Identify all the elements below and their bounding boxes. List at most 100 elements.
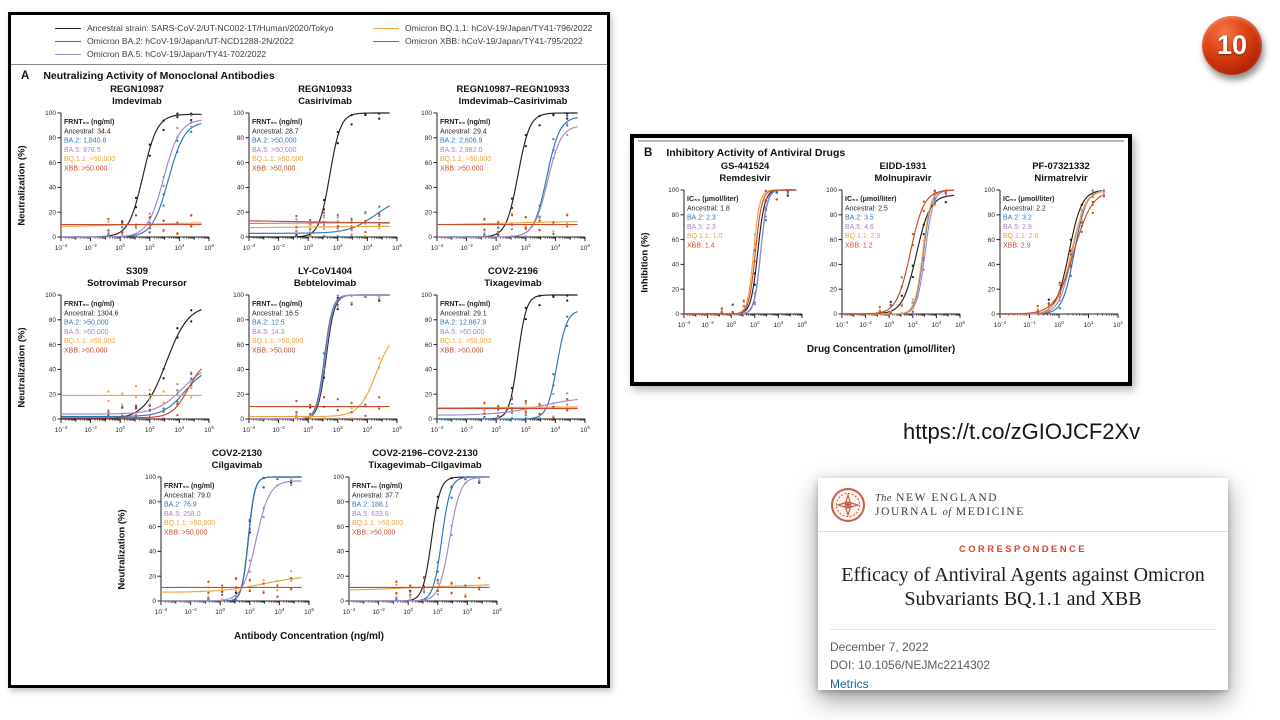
masthead-new-england: NEW ENGLAND (896, 491, 999, 504)
subplot-title: LY-CoV1404 Bebtelovimab (293, 266, 357, 289)
svg-text:102: 102 (245, 607, 255, 616)
svg-text:100: 100 (491, 425, 501, 434)
svg-text:10−2: 10−2 (372, 607, 385, 616)
svg-text:XBB: >50,000: XBB: >50,000 (252, 348, 296, 355)
svg-text:40: 40 (988, 262, 996, 269)
svg-text:10−2: 10−2 (460, 243, 473, 252)
dose-response-chart: 0 20 40 60 80 100 10−2 10−1 100 101 102 IC₅₀ (μmol/… (984, 187, 1123, 329)
svg-text:XBB: 1.4: XBB: 1.4 (687, 243, 715, 250)
svg-text:10−4: 10−4 (55, 425, 68, 434)
svg-text:BQ.1.1: >50,000: BQ.1.1: >50,000 (164, 520, 215, 527)
svg-text:0: 0 (428, 234, 432, 241)
svg-text:60: 60 (49, 160, 57, 167)
svg-text:BQ.1.1: >50,000: BQ.1.1: >50,000 (64, 338, 115, 345)
dose-response-chart: 0 20 40 60 80 100 10−4 10−2 100 102 104 106 FRNT₅₀ (… (333, 474, 502, 616)
svg-text:100: 100 (491, 243, 501, 252)
subplot-title: S309 Sotrovimab Precursor (87, 266, 187, 289)
svg-text:BQ.1.1: >50,000: BQ.1.1: >50,000 (440, 338, 491, 345)
svg-text:80: 80 (49, 317, 57, 324)
svg-text:BA.5: 258.0: BA.5: 258.0 (164, 511, 201, 518)
dose-response-chart: 0 20 40 60 80 100 10−4 10−2 100 102 104 106 IC₅₀ (μm… (668, 187, 807, 329)
yaxis-label: Neutralization (%) (113, 473, 131, 625)
svg-text:60: 60 (672, 237, 680, 244)
panel-a-header: A Neutralizing Activity of Monoclonal An… (11, 65, 607, 84)
svg-text:20: 20 (830, 286, 838, 293)
subplot-ly-cov1404: LY-CoV1404 Bebtelovimab 0 20 40 60 80 100 10−4 10… (219, 266, 407, 448)
short-link-text[interactable]: https://t.co/zGIOJCF2Xv (903, 419, 1141, 444)
svg-text:80: 80 (672, 212, 680, 219)
dose-response-chart: 0 20 40 60 80 100 10−4 10−2 100 102 104 106 FRNT₅₀ (… (233, 292, 402, 434)
svg-text:100: 100 (421, 292, 432, 299)
panel-a-label: A (21, 70, 30, 82)
svg-text:100: 100 (984, 187, 995, 194)
svg-text:106: 106 (204, 243, 214, 252)
subplot-cov2-2130: COV2-2130 Cilgavimab 0 20 40 60 80 100 10−4 10−2 1… (131, 448, 319, 630)
svg-text:100: 100 (45, 292, 56, 299)
svg-text:106: 106 (392, 243, 402, 252)
svg-text:BA.2: >50,000: BA.2: >50,000 (64, 320, 109, 327)
svg-text:10−2: 10−2 (184, 607, 197, 616)
yaxis-label-text: Neutralization (%) (16, 144, 28, 226)
panel-b-xaxis-label: Drug Concentration (μmol/liter) (806, 344, 956, 355)
svg-text:40: 40 (830, 262, 838, 269)
svg-text:102: 102 (333, 243, 343, 252)
dose-response-chart: 0 20 40 60 80 100 10−4 10−2 100 102 104 106 FRNT₅₀ (… (45, 292, 214, 434)
svg-text:FRNT₅₀ (ng/ml): FRNT₅₀ (ng/ml) (440, 301, 490, 308)
svg-text:100: 100 (115, 425, 125, 434)
yaxis-label-text: Neutralization (%) (16, 326, 28, 408)
svg-text:BA.5: 633.6: BA.5: 633.6 (352, 511, 389, 518)
svg-text:100: 100 (668, 187, 679, 194)
svg-text:BA.2: 188.1: BA.2: 188.1 (352, 502, 389, 509)
svg-text:IC₅₀ (μmol/liter): IC₅₀ (μmol/liter) (845, 196, 896, 203)
svg-text:102: 102 (908, 320, 918, 329)
svg-text:100: 100 (1054, 320, 1064, 329)
subplot-regn10987-regn10933: REGN10987–REGN10933 Imdevimab–Casirivimab… (407, 84, 595, 266)
masthead-of: of (942, 507, 952, 518)
svg-text:0: 0 (991, 311, 995, 318)
svg-text:BQ.1.1: >50,000: BQ.1.1: >50,000 (352, 520, 403, 527)
slide-number-badge: 10 (1202, 16, 1262, 75)
svg-text:100: 100 (421, 110, 432, 117)
svg-text:BQ.1.1: 2.6: BQ.1.1: 2.6 (1003, 233, 1039, 240)
svg-text:10−4: 10−4 (343, 607, 356, 616)
svg-text:BA.2: >50,000: BA.2: >50,000 (252, 138, 297, 145)
svg-text:0: 0 (52, 234, 56, 241)
legend-item-label: Ancestral strain: SARS-CoV-2/UT-NC002-1T… (87, 23, 334, 33)
figure-legend: Ancestral strain: SARS-CoV-2/UT-NC002-1T… (11, 15, 607, 65)
svg-text:10−2: 10−2 (701, 320, 714, 329)
legend-item: Omicron BA.5: hCoV-19/Japan/TY41-702/202… (55, 49, 373, 59)
svg-text:106: 106 (580, 425, 590, 434)
panel-b-top-rule (638, 140, 1124, 142)
curve-xbb (1000, 195, 1103, 315)
svg-text:104: 104 (363, 243, 373, 252)
svg-text:80: 80 (149, 499, 157, 506)
svg-text:100: 100 (145, 474, 156, 481)
subplot-title: REGN10987 Imdevimab (110, 84, 164, 107)
chart-row: Inhibition (%) GS-441524 Remdesivir 0 20 40 60… (634, 161, 1128, 343)
svg-text:10−4: 10−4 (243, 425, 256, 434)
svg-text:100: 100 (303, 425, 313, 434)
dose-response-chart: 0 20 40 60 80 100 10−4 10−2 100 102 104 106 FRNT₅₀ (… (233, 110, 402, 252)
correspondence-tag: CORRESPONDENCE (958, 544, 1088, 555)
svg-text:IC₅₀ (μmol/liter): IC₅₀ (μmol/liter) (687, 196, 738, 203)
svg-text:0: 0 (152, 598, 156, 605)
svg-text:FRNT₅₀ (ng/ml): FRNT₅₀ (ng/ml) (64, 301, 114, 308)
chart-row: Neutralization (%) S309 Sotrovimab Precurs… (11, 266, 607, 448)
legend-column-2: Omicron BQ.1.1: hCoV-19/Japan/TY41-796/2… (373, 23, 601, 59)
panel-b-label: B (644, 147, 653, 159)
svg-text:60: 60 (425, 342, 433, 349)
subplot-gs-441524: GS-441524 Remdesivir 0 20 40 60 80 100 10−4 10−2 1… (654, 161, 812, 343)
subplot-title: COV2-2130 Cilgavimab (211, 448, 263, 471)
panel-a-chart-grid: Neutralization (%) REGN10987 Imdevimab 0 20 4… (11, 84, 607, 630)
svg-text:FRNT₅₀ (ng/ml): FRNT₅₀ (ng/ml) (64, 119, 114, 126)
legend-item-label: Omicron BA.2: hCoV-19/Japan/UT-NCD1288-2… (87, 36, 294, 46)
article-doi: DOI: 10.1056/NEJMc2214302 (830, 658, 991, 673)
svg-text:60: 60 (49, 342, 57, 349)
metrics-link[interactable]: Metrics (830, 676, 869, 691)
svg-text:FRNT₅₀ (ng/ml): FRNT₅₀ (ng/ml) (440, 119, 490, 126)
svg-text:106: 106 (392, 425, 402, 434)
svg-text:104: 104 (275, 607, 285, 616)
svg-text:0: 0 (240, 234, 244, 241)
svg-text:XBB: 1.2: XBB: 1.2 (845, 243, 873, 250)
svg-text:20: 20 (49, 209, 57, 216)
